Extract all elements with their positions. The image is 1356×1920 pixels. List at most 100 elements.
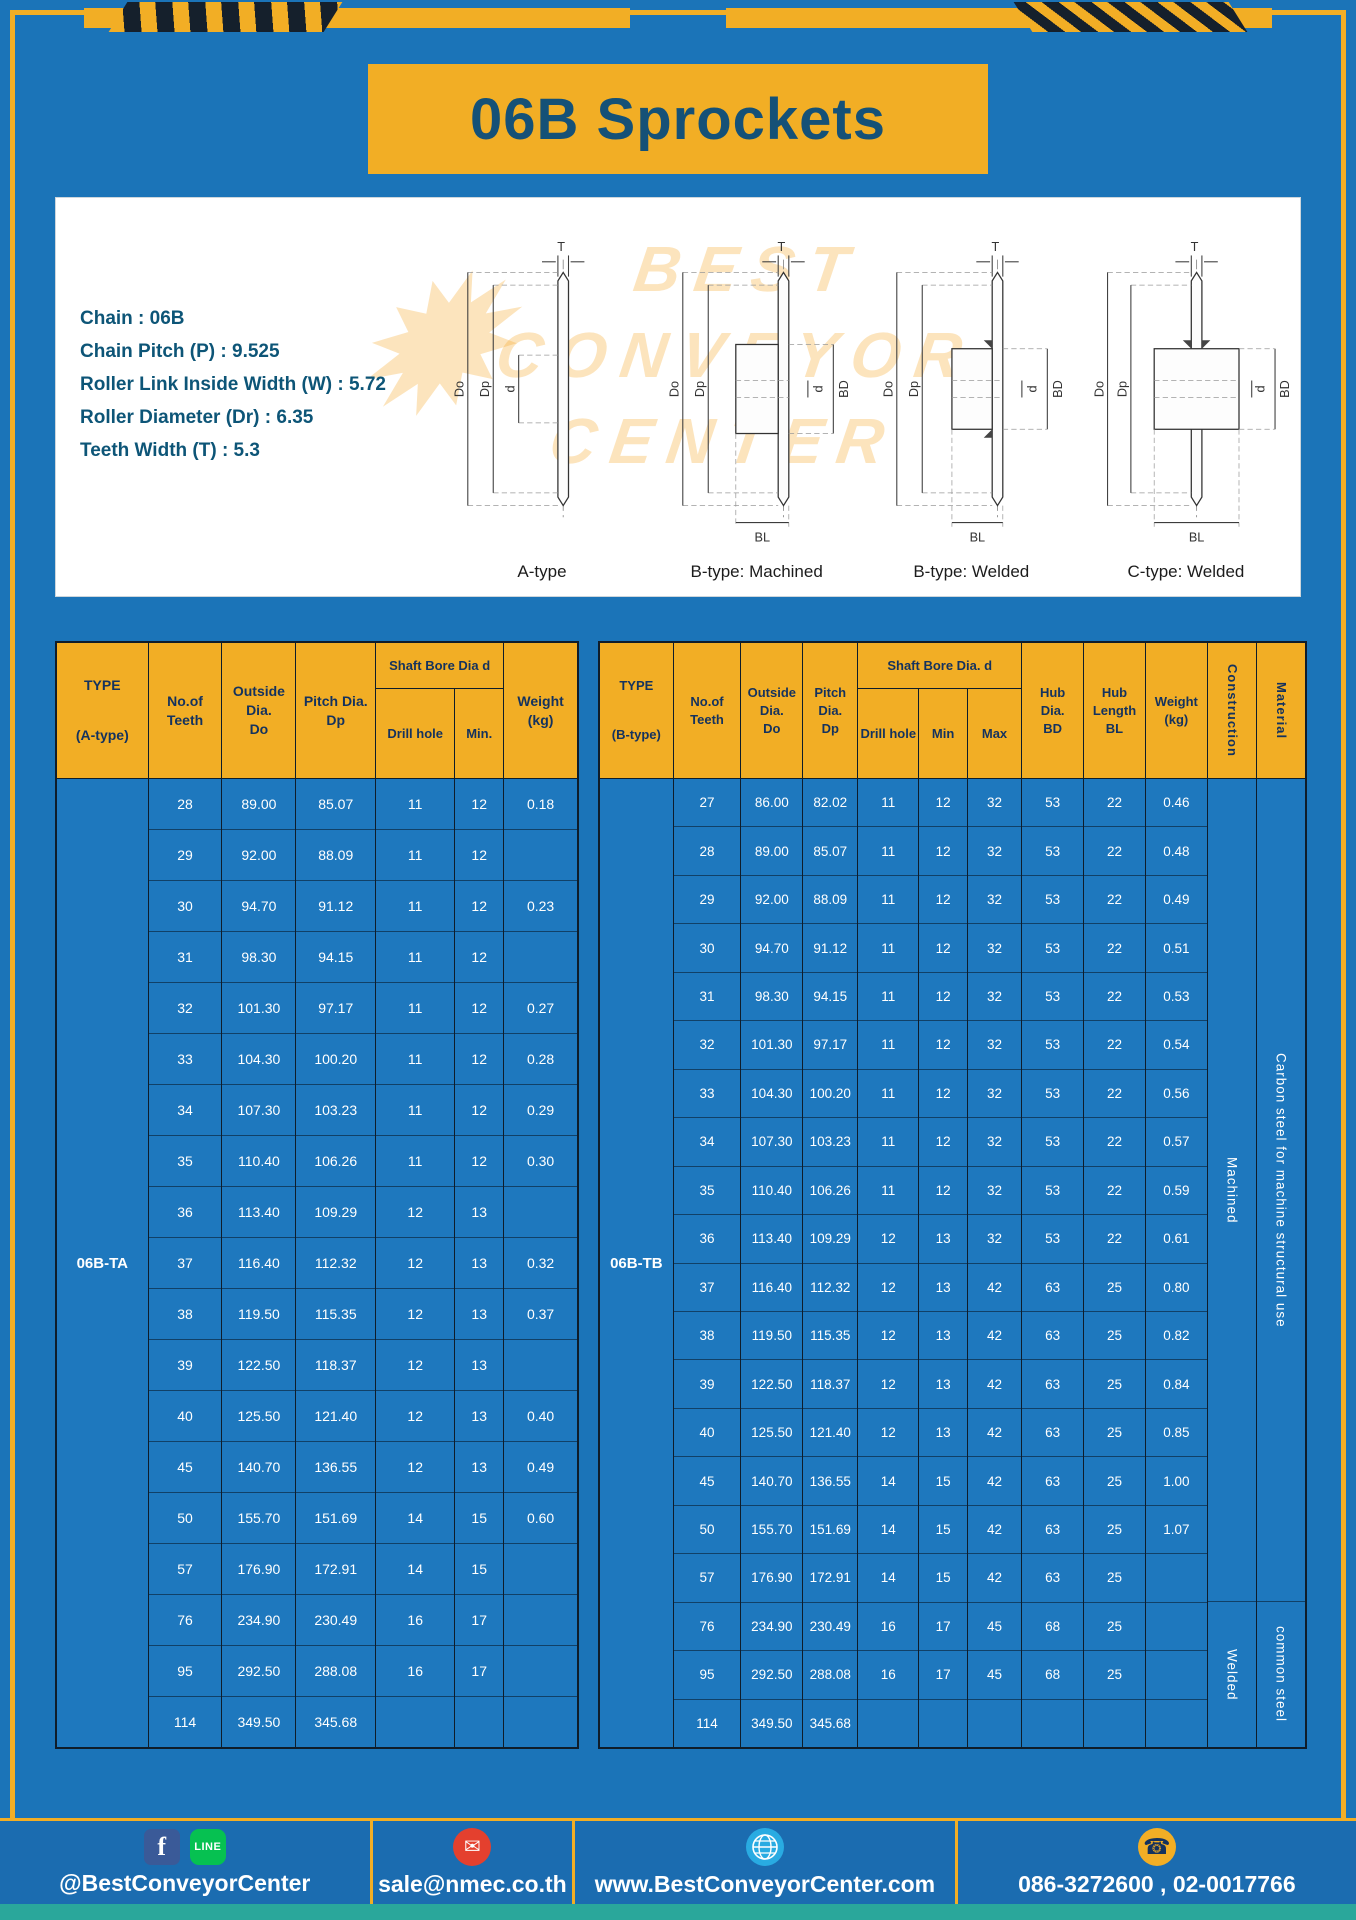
table-cell: 12 [919,874,967,923]
social-handle[interactable]: @BestConveyorCenter [59,1869,311,1896]
table-cell: 11 [376,982,455,1033]
table-cell: 37 [673,1262,741,1311]
teeth-cells: 27 28 29 30 31 32 33 34 35 36 37 38 39 40 45 50 57 76 95 11… [673,779,741,1747]
column-drill-hole: Drill hole 11 11 11 11 11 11 11 11 12 12 12 12 12 12 1… [376,689,456,1747]
dim-label-t: T [992,239,1000,254]
table-cell: 11 [858,923,919,971]
table-cell: 118.37 [803,1359,858,1407]
footer-social-section: f LINE @BestConveyorCenter [0,1821,370,1904]
table-cell: 14 [858,1456,919,1504]
c-type-welded-diagram: T Do Dp d BD [1091,239,1292,544]
dim-label-dp: Dp [692,381,707,397]
table-cell: 28 [673,826,741,874]
outside-dia-cells: 89.00 92.00 94.70 98.30 101.30 104.30 107.30 11… [222,779,296,1747]
facebook-icon[interactable]: f [143,1828,180,1865]
table-cell: 13 [919,1359,967,1407]
dim-label-do: Do [452,381,467,397]
table-cell: 14 [376,1492,455,1543]
table-cell: 151.69 [296,1492,376,1543]
min-cells: 12 12 12 12 12 12 12 12 13 13 13 13 13 13 15 15 17 17 [455,779,504,1747]
table-cell: 92.00 [222,829,296,880]
table-cell: 76 [148,1594,222,1645]
type-value: 06B-TB [610,1254,663,1272]
pitch-dia-cells: 85.07 88.09 91.12 94.15 97.17 100.20 103.23 106… [296,779,376,1747]
dim-label-dp: Dp [906,381,921,397]
table-cell: 53 [1022,1214,1084,1262]
table-cell: 17 [455,1594,504,1645]
dim-label-d: d [502,385,517,392]
table-cell: 13 [919,1262,967,1311]
phone-icon[interactable]: ☎ [1137,1827,1176,1866]
construction-machined-label: Machined [1224,1156,1240,1224]
table-cell: 39 [148,1339,222,1390]
dim-label-bd: BD [836,380,851,398]
table-cell: 109.29 [296,1186,376,1237]
table-cell: 125.50 [222,1390,296,1441]
line-icon[interactable]: LINE [189,1828,226,1865]
header-type-line2: (A-type) [75,727,129,743]
table-cell: 100.20 [296,1033,376,1084]
table-cell: 288.08 [803,1650,858,1698]
table-cell: 25 [1084,1456,1145,1504]
table-cell: 345.68 [296,1696,376,1747]
table-cell: 12 [455,931,504,982]
table-cell: 12 [919,1165,967,1214]
table-b-type: TYPE (B-type) 06B-TB No.of Teeth 27 28 29 3… [598,641,1307,1749]
table-cell: 85.07 [803,826,858,874]
table-cell: 53 [1022,1068,1084,1117]
table-cell: 0.56 [1145,1068,1207,1117]
footer-phone-section: ☎ 086-3272600 , 02-0017766 [954,1821,1356,1904]
table-cell: 22 [1084,923,1145,971]
b-type-machined-diagram: T Do Dp d BD [666,239,851,544]
header-pitch-dia: Pitch Dia. Dp [296,643,376,779]
table-cell: 91.12 [803,923,858,971]
header-outside-dia: Outside Dia. Do [222,643,296,779]
table-cell: 0.18 [526,796,555,812]
table-cell: 15 [919,1504,967,1553]
header-shaft-bore: Shaft Bore Dia d [376,643,504,689]
table-cell: 12 [376,1186,455,1237]
table-cell: 45 [148,1441,222,1492]
website-url[interactable]: www.BestConveyorCenter.com [594,1870,936,1897]
table-cell: 1.00 [1145,1456,1207,1504]
column-type: TYPE (B-type) 06B-TB [600,643,674,1747]
table-cell: 30 [148,880,222,931]
globe-icon[interactable] [745,1827,784,1866]
table-cell: 11 [376,931,455,982]
phone-numbers[interactable]: 086-3272600 , 02-0017766 [1018,1870,1296,1897]
table-cell: 32 [967,971,1022,1020]
header-material: Material [1256,643,1305,779]
table-cell: 12 [919,923,967,971]
table-cell: 97.17 [296,982,376,1033]
mail-icon[interactable]: ✉ [453,1827,492,1866]
table-cell: 32 [148,982,222,1033]
dim-label-d: d [810,385,825,392]
table-cell: 63 [1022,1262,1084,1311]
table-cell: 121.40 [296,1390,376,1441]
table-cell [504,829,578,880]
column-outside-dia: Outside Dia. Do 86.00 89.00 92.00 94.70 98.3… [741,643,804,1747]
header-weight: Weight (kg) [504,643,578,779]
table-cell: 42 [967,1262,1022,1311]
column-group-shaft-bore: Shaft Bore Dia. d Drill hole 11 11 11 11 11 1… [858,643,1023,1747]
spec-roller-width: Roller Link Inside Width (W) : 5.72 [80,374,386,395]
table-cell: 82.02 [813,795,848,811]
drill-hole-cells: 11 11 11 11 11 11 11 11 12 12 12 12 12 12 14 14 16 16 [376,779,455,1747]
footer-email-section: ✉ sale@nmec.co.th [369,1821,573,1904]
email-address[interactable]: sale@nmec.co.th [378,1870,567,1897]
table-cell: 11 [376,1084,455,1135]
table-cell: 230.49 [296,1594,376,1645]
table-cell: 113.40 [222,1186,296,1237]
table-cell: 32 [673,1020,741,1068]
column-weight: Weight (kg) 0.18 0.23 0.27 0.28 0.29 0.30 0.32… [504,643,578,1747]
table-cell: 53 [1045,795,1061,811]
hub-length-cells: 22 22 22 22 22 22 22 22 22 22 25 25 25 25 25 25 25 25 25 [1084,779,1145,1747]
table-cell: 94.70 [222,880,296,931]
table-cell: 11 [376,829,455,880]
dim-label-d: d [1025,385,1040,392]
table-cell: 42 [967,1504,1022,1553]
table-cell: 11 [407,796,423,812]
table-cell: 136.55 [803,1456,858,1504]
table-cell: 349.50 [741,1698,803,1747]
table-cell: 85.07 [318,796,354,812]
